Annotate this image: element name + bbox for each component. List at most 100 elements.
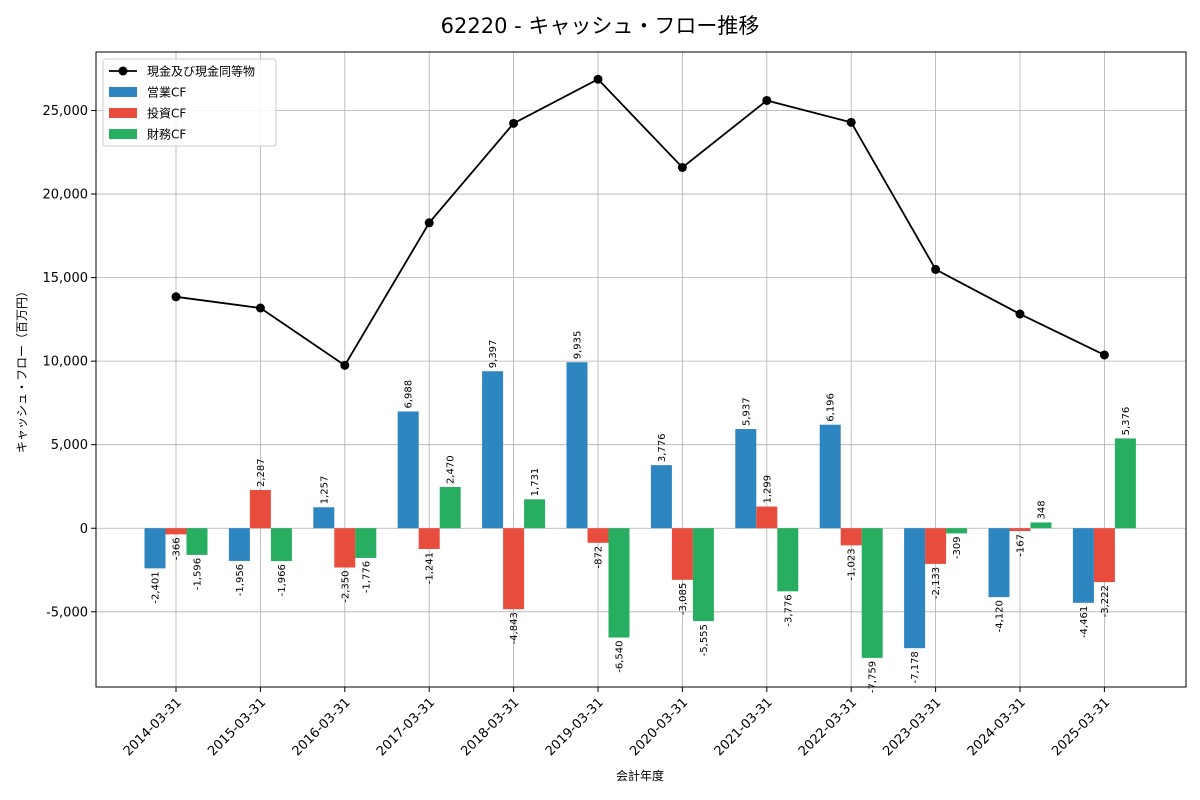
cash-line-point (171, 292, 181, 302)
bar (819, 424, 841, 529)
bar-value-label: -3,222 (1100, 585, 1111, 617)
y-tick-label: 25,000 (43, 104, 89, 119)
x-tick-label: 2025-03-31 (1049, 695, 1113, 759)
y-tick-label: -5,000 (46, 605, 88, 620)
bar (418, 528, 440, 549)
x-tick-label: 2017-03-31 (374, 695, 438, 759)
chart-title: 62220 - キャッシュ・フロー推移 (441, 14, 760, 38)
bar-value-label: -1,596 (193, 558, 204, 590)
cash-line-point (846, 117, 856, 127)
legend-bar-swatch (109, 129, 137, 139)
bar-value-label: -872 (594, 546, 605, 569)
bar-value-label: -1,023 (847, 548, 858, 580)
bar-value-label: -2,350 (340, 571, 351, 603)
bar (861, 528, 883, 658)
y-tick-label: 0 (80, 522, 88, 537)
bar (482, 371, 504, 529)
legend-label: 現金及び現金同等物 (147, 64, 255, 79)
bar (777, 528, 799, 592)
bar-value-label: 6,988 (404, 380, 415, 409)
bar-value-label: -1,956 (235, 564, 246, 596)
bar (228, 528, 250, 561)
bar (1072, 528, 1094, 603)
x-tick-label: 2021-03-31 (712, 695, 776, 759)
cash-line-point (931, 264, 941, 274)
bar-value-label: -4,120 (995, 600, 1006, 632)
y-tick-label: 10,000 (43, 355, 89, 370)
bar-value-label: 348 (1037, 500, 1048, 519)
bar-value-label: -5,555 (699, 624, 710, 656)
bar-value-label: -366 (172, 537, 183, 560)
bar (1114, 438, 1136, 529)
x-tick-label: 2019-03-31 (543, 695, 607, 759)
bar (1009, 528, 1031, 532)
legend-bar-swatch (109, 87, 137, 97)
y-tick-label: 15,000 (43, 271, 89, 286)
cash-line-point (340, 360, 350, 370)
cash-line-point (1099, 350, 1109, 360)
bar-value-label: -1,776 (361, 561, 372, 593)
bar (524, 499, 546, 529)
cash-line-path (175, 78, 1105, 367)
cash-line-point (677, 162, 687, 172)
bar-value-label: -167 (1016, 534, 1027, 557)
cash-line-point (762, 95, 772, 105)
x-tick-label: 2023-03-31 (880, 695, 944, 759)
bar (946, 528, 968, 534)
bar-value-label: 3,776 (657, 434, 668, 463)
bar-value-label: -3,085 (678, 583, 689, 615)
legend-marker-swatch (118, 66, 128, 76)
x-tick-label: 2018-03-31 (458, 695, 522, 759)
bar-value-label: -3,776 (783, 594, 794, 626)
y-tick-label: 20,000 (43, 188, 89, 203)
cash-line-point (424, 218, 434, 228)
bar-value-label: 5,376 (1121, 407, 1132, 436)
bar (756, 506, 778, 529)
x-tick-label: 2020-03-31 (627, 695, 691, 759)
bar-value-label: 9,935 (573, 331, 584, 360)
bar (904, 528, 926, 649)
bar (1093, 528, 1115, 583)
bar (439, 486, 461, 529)
bar-value-label: 5,937 (741, 397, 752, 426)
legend-label: 財務CF (147, 127, 186, 142)
bar-value-label: 2,470 (446, 455, 457, 484)
cash-line-point (1015, 309, 1025, 319)
cash-line-point (593, 74, 603, 84)
bar (186, 528, 208, 555)
bar-value-label: -6,540 (615, 641, 626, 673)
x-tick-label: 2016-03-31 (290, 695, 354, 759)
bar (840, 528, 862, 546)
bar (270, 528, 292, 562)
bar (566, 362, 588, 529)
bar-value-label: -4,843 (509, 612, 520, 644)
bar (692, 528, 714, 622)
plot-frame (95, 51, 1187, 688)
bar (1030, 522, 1052, 529)
bar-value-label: 1,299 (762, 475, 773, 504)
bar-value-label: -1,241 (425, 552, 436, 584)
bar-value-label: -7,759 (868, 661, 879, 693)
x-tick-label: 2022-03-31 (796, 695, 860, 759)
bar (925, 528, 947, 564)
legend-label: 営業CF (147, 86, 186, 100)
x-axis-label: 会計年度 (616, 768, 664, 783)
bar-value-label: -2,401 (151, 571, 162, 603)
bar (735, 429, 757, 529)
legend-box (102, 58, 277, 147)
bar (650, 465, 672, 529)
bar-value-label: -1,966 (277, 564, 288, 596)
bar (334, 528, 356, 568)
bar-value-label: -7,178 (910, 651, 921, 683)
cash-line-point (509, 118, 519, 128)
y-tick-label: 5,000 (51, 438, 88, 453)
x-tick-label: 2024-03-31 (965, 695, 1029, 759)
x-tick-label: 2015-03-31 (205, 695, 269, 759)
cash-line (171, 74, 1109, 370)
legend-bar-swatch (109, 108, 137, 118)
bar-value-label: 9,397 (488, 340, 499, 369)
bar-value-label: 2,287 (256, 458, 267, 487)
bar-value-label: 6,196 (826, 393, 837, 422)
